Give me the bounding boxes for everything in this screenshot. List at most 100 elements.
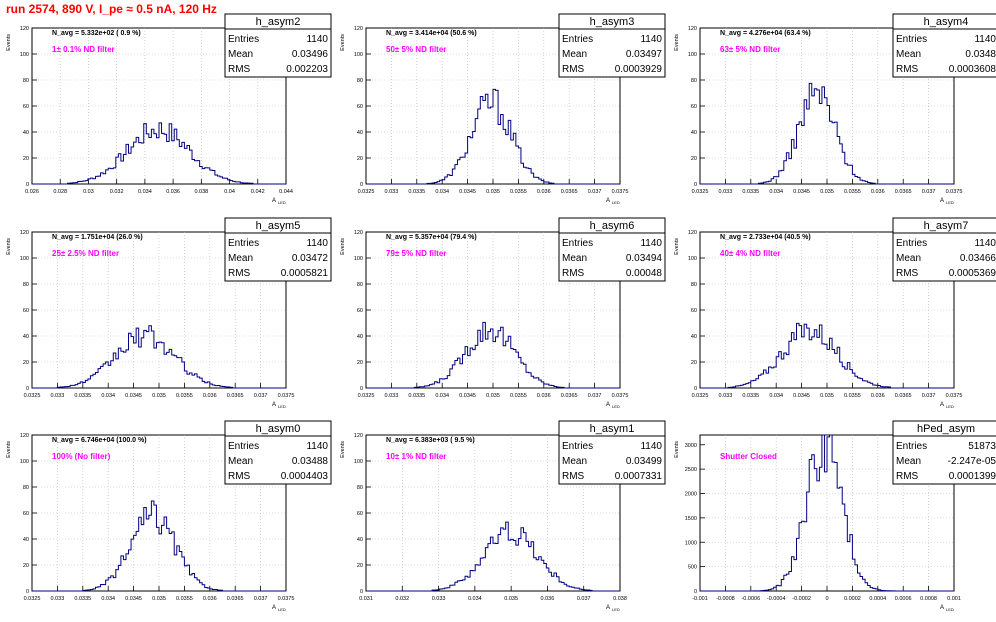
x-axis-label-sub: LED (278, 607, 286, 612)
y-tick-label: 120 (354, 433, 363, 439)
x-tick-label: 0.036 (203, 393, 217, 399)
x-tick-label: 0.034 (769, 393, 783, 399)
stat-box-title: h_asym7 (924, 220, 969, 232)
histogram-series-hPed_asym (700, 434, 954, 592)
n-avg-label: N_avg = 6.746e+04 (100.0 %) (52, 437, 147, 444)
y-tick-label: 1000 (685, 540, 697, 546)
y-tick-label: 20 (23, 156, 29, 162)
y-tick-label: 0 (26, 386, 29, 392)
stat-box-frame (224, 435, 332, 485)
y-tick-label: 20 (23, 360, 29, 366)
x-tick-label: 0.028 (53, 189, 67, 195)
filter-annotation: 25± 2.5% ND filter (52, 249, 119, 258)
stat-label: RMS (562, 64, 585, 75)
x-tick-label: 0.0325 (692, 393, 709, 399)
y-tick-label: 40 (691, 334, 697, 340)
y-tick-label: 20 (357, 563, 363, 569)
y-tick-label: 0 (360, 589, 363, 595)
stat-label: Entries (228, 238, 259, 249)
x-tick-label: 0.0345 (793, 189, 810, 195)
x-tick-label: 0.033 (432, 596, 446, 602)
y-tick-label: 60 (357, 511, 363, 517)
stat-value: 1140 (306, 441, 328, 452)
x-tick-label: 0.035 (504, 596, 518, 602)
x-tick-label: 0.0365 (227, 596, 244, 602)
y-tick-label: 40 (23, 334, 29, 340)
n-avg-label: N_avg = 3.414e+04 (50.6 %) (386, 30, 477, 37)
x-axis-label-sub: LED (612, 404, 620, 409)
stat-label: RMS (562, 268, 585, 279)
n-avg-label: N_avg = 5.332e+02 ( 0.9 %) (52, 30, 141, 37)
x-tick-label: 0.035 (820, 189, 834, 195)
x-tick-label: 0.034 (435, 393, 449, 399)
x-tick-label: 0.0325 (358, 393, 375, 399)
x-tick-label: 0.035 (152, 393, 166, 399)
x-axis-label: A (940, 605, 944, 611)
x-tick-label: 0.036 (541, 596, 555, 602)
x-axis-label: A (272, 198, 276, 204)
x-tick-label: 0.038 (613, 596, 627, 602)
y-tick-label: 60 (357, 308, 363, 314)
y-axis-label: Events (674, 441, 680, 458)
stat-label: Entries (562, 441, 593, 452)
y-axis-label: Events (340, 441, 346, 458)
x-tick-label: 0.036 (537, 393, 551, 399)
x-axis-label-sub: LED (612, 200, 620, 205)
y-tick-label: 120 (20, 230, 29, 236)
y-tick-label: 500 (688, 565, 697, 571)
x-tick-label: 0.037 (588, 393, 602, 399)
stat-value: 0.03494 (626, 253, 663, 264)
x-tick-label: -0.0008 (716, 596, 735, 602)
stat-value: 0.0004403 (281, 471, 329, 482)
stat-value: 0.0003929 (615, 64, 663, 75)
x-tick-label: 0.0355 (176, 393, 193, 399)
y-axis-label: Events (340, 34, 346, 51)
stat-label: Entries (228, 441, 259, 452)
y-axis-label: Events (340, 238, 346, 255)
page-title: run 2574, 890 V, I_pe ≈ 0.5 nA, 120 Hz (6, 2, 217, 16)
x-tick-label: 0.0335 (74, 596, 91, 602)
x-tick-label: 0.034 (101, 596, 115, 602)
x-tick-label: 0.0335 (742, 393, 759, 399)
y-tick-label: 60 (23, 511, 29, 517)
stat-label: RMS (896, 268, 919, 279)
x-tick-label: 0.0006 (895, 596, 912, 602)
x-tick-label: 0.0365 (561, 189, 578, 195)
histogram-series-h_asym6 (366, 321, 620, 389)
x-tick-label: 0.034 (468, 596, 482, 602)
stat-value: 0.03496 (292, 49, 329, 60)
stat-label: Mean (562, 253, 587, 264)
x-tick-label: 0.0335 (408, 189, 425, 195)
y-tick-label: 80 (23, 78, 29, 84)
stat-value: 1140 (640, 441, 662, 452)
stat-value: 0.0007331 (615, 471, 663, 482)
x-axis-label-sub: LED (946, 404, 954, 409)
stat-value: 51873 (968, 441, 996, 452)
x-tick-label: 0.036 (871, 189, 885, 195)
x-tick-label: 0.036 (537, 189, 551, 195)
y-tick-label: 60 (23, 104, 29, 110)
x-tick-label: 0.0375 (946, 189, 963, 195)
stat-label: Entries (896, 34, 927, 45)
x-tick-label: 0.0345 (459, 189, 476, 195)
y-tick-label: 20 (691, 156, 697, 162)
y-tick-label: 120 (354, 230, 363, 236)
x-tick-label: 0.0355 (510, 189, 527, 195)
stat-label: Entries (562, 238, 593, 249)
stat-label: Entries (896, 238, 927, 249)
x-tick-label: 0.036 (871, 393, 885, 399)
x-tick-label: 0.0375 (278, 393, 295, 399)
stat-value: 0.03499 (626, 456, 663, 467)
filter-annotation: 100% (No filter) (52, 452, 111, 461)
x-axis-label: A (606, 402, 610, 408)
y-tick-label: 100 (20, 459, 29, 465)
stat-value: 1140 (974, 238, 996, 249)
x-tick-label: 0.04 (224, 189, 235, 195)
y-tick-label: 2500 (685, 467, 697, 473)
x-tick-label: -0.0004 (767, 596, 786, 602)
y-tick-label: 40 (23, 537, 29, 543)
stat-value: 0.0001399 (949, 471, 996, 482)
y-tick-label: 100 (688, 52, 697, 58)
y-tick-label: 80 (357, 78, 363, 84)
stat-box-frame (224, 232, 332, 282)
